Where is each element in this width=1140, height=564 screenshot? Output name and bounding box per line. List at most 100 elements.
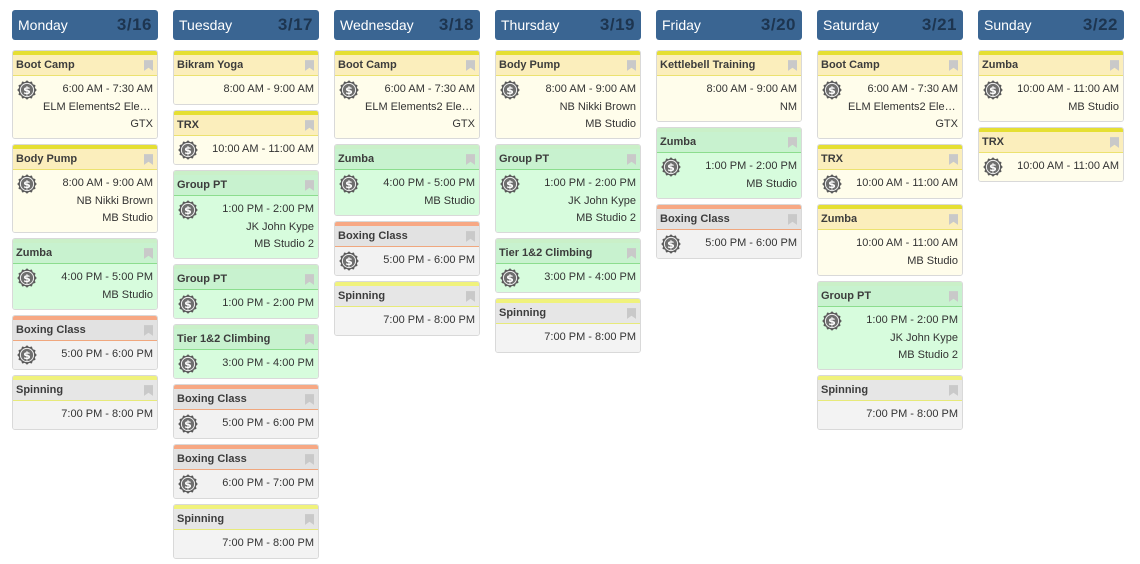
class-card[interactable]: Zumba $1:00 PM - 2:00 PM MB Studio xyxy=(656,127,802,199)
bookmark-icon[interactable] xyxy=(144,324,153,336)
bookmark-icon[interactable] xyxy=(1110,59,1119,71)
class-title: Boxing Class xyxy=(660,213,730,225)
class-time: 6:00 AM - 7:30 AM xyxy=(384,83,476,95)
class-card[interactable]: Kettlebell Training 8:00 AM - 9:00 AM NM xyxy=(656,50,802,122)
bookmark-icon[interactable] xyxy=(144,247,153,259)
class-title: Boot Camp xyxy=(821,59,880,71)
bookmark-icon[interactable] xyxy=(949,153,958,165)
svg-text:$: $ xyxy=(667,161,675,174)
svg-text:$: $ xyxy=(23,84,31,97)
bookmark-icon[interactable] xyxy=(305,453,314,465)
bookmark-icon[interactable] xyxy=(144,59,153,71)
class-card[interactable]: Zumba $10:00 AM - 11:00 AM MB Studio xyxy=(978,50,1124,122)
class-card[interactable]: TRX $10:00 AM - 11:00 AM xyxy=(978,127,1124,182)
svg-text:$: $ xyxy=(989,161,997,174)
day-header-wednesday[interactable]: Wednesday 3/18 xyxy=(334,10,480,40)
day-column-sunday: Sunday 3/22 Zumba $10:00 AM - 11:00 AM MB … xyxy=(978,10,1124,187)
bookmark-icon[interactable] xyxy=(949,59,958,71)
bookmark-icon[interactable] xyxy=(305,179,314,191)
bookmark-icon[interactable] xyxy=(627,307,636,319)
class-card[interactable]: Body Pump $8:00 AM - 9:00 AM NB Nikki Brow… xyxy=(495,50,641,139)
class-card[interactable]: Zumba $4:00 PM - 5:00 PM MB Studio xyxy=(334,144,480,216)
bookmark-icon[interactable] xyxy=(305,59,314,71)
bookmark-icon[interactable] xyxy=(949,290,958,302)
bookmark-icon[interactable] xyxy=(305,513,314,525)
day-header-saturday[interactable]: Saturday 3/21 xyxy=(817,10,963,40)
class-card[interactable]: Spinning 7:00 PM - 8:00 PM xyxy=(334,281,480,336)
class-details: $8:00 AM - 9:00 AM NB Nikki Brown MB Studi… xyxy=(13,170,157,232)
bookmark-icon[interactable] xyxy=(627,153,636,165)
class-title: Kettlebell Training xyxy=(660,59,756,71)
bookmark-icon[interactable] xyxy=(949,384,958,396)
bookmark-icon[interactable] xyxy=(627,247,636,259)
class-title: Group PT xyxy=(499,153,550,165)
class-card[interactable]: Spinning 7:00 PM - 8:00 PM xyxy=(12,375,158,430)
class-card[interactable]: Boot Camp $6:00 AM - 7:30 AM ELM Elements2… xyxy=(817,50,963,139)
bookmark-icon[interactable] xyxy=(305,119,314,131)
class-details: $6:00 AM - 7:30 AM ELM Elements2 Elemen… G… xyxy=(818,76,962,138)
bookmark-icon[interactable] xyxy=(305,393,314,405)
class-card[interactable]: Boxing Class $5:00 PM - 6:00 PM xyxy=(173,384,319,439)
card-accent-bar xyxy=(174,325,318,329)
class-title-bar: Boot Camp xyxy=(818,55,962,76)
bookmark-icon[interactable] xyxy=(305,273,314,285)
card-accent-bar xyxy=(496,51,640,55)
class-card[interactable]: Group PT $1:00 PM - 2:00 PM xyxy=(173,264,319,319)
bookmark-icon[interactable] xyxy=(788,213,797,225)
day-name: Wednesday xyxy=(340,17,414,33)
day-header-friday[interactable]: Friday 3/20 xyxy=(656,10,802,40)
class-card[interactable]: Spinning 7:00 PM - 8:00 PM xyxy=(173,504,319,559)
class-card[interactable]: Body Pump $8:00 AM - 9:00 AM NB Nikki Brow… xyxy=(12,144,158,233)
day-header-thursday[interactable]: Thursday 3/19 xyxy=(495,10,641,40)
class-card[interactable]: Tier 1&2 Climbing $3:00 PM - 4:00 PM xyxy=(495,238,641,293)
bookmark-icon[interactable] xyxy=(466,153,475,165)
bookmark-icon[interactable] xyxy=(144,384,153,396)
class-card[interactable]: Boxing Class $5:00 PM - 6:00 PM xyxy=(656,204,802,259)
bookmark-icon[interactable] xyxy=(466,290,475,302)
class-card[interactable]: Group PT $1:00 PM - 2:00 PM JK John Kype MB… xyxy=(173,170,319,259)
bookmark-icon[interactable] xyxy=(144,153,153,165)
class-card[interactable]: Boot Camp $6:00 AM - 7:30 AM ELM Elements2… xyxy=(12,50,158,139)
svg-text:$: $ xyxy=(506,178,514,191)
class-title: Spinning xyxy=(821,384,869,396)
class-card[interactable]: Tier 1&2 Climbing $3:00 PM - 4:00 PM xyxy=(173,324,319,379)
class-title: Tier 1&2 Climbing xyxy=(499,247,593,259)
class-title-bar: Boxing Class xyxy=(657,209,801,230)
class-card[interactable]: TRX $10:00 AM - 11:00 AM xyxy=(817,144,963,199)
class-card[interactable]: Spinning 7:00 PM - 8:00 PM xyxy=(817,375,963,430)
day-header-tuesday[interactable]: Tuesday 3/17 xyxy=(173,10,319,40)
class-card[interactable]: Boxing Class $5:00 PM - 6:00 PM xyxy=(12,315,158,370)
svg-text:$: $ xyxy=(506,84,514,97)
bookmark-icon[interactable] xyxy=(305,333,314,345)
bookmark-icon[interactable] xyxy=(788,59,797,71)
day-header-monday[interactable]: Monday 3/16 xyxy=(12,10,158,40)
day-column-saturday: Saturday 3/21 Boot Camp $6:00 AM - 7:30 A… xyxy=(817,10,963,435)
class-card[interactable]: Boxing Class $5:00 PM - 6:00 PM xyxy=(334,221,480,276)
class-title: TRX xyxy=(821,153,843,165)
class-time: 6:00 AM - 7:30 AM xyxy=(867,83,959,95)
class-title: Zumba xyxy=(821,213,858,225)
card-accent-bar xyxy=(13,376,157,380)
bookmark-icon[interactable] xyxy=(466,230,475,242)
class-time: 10:00 AM - 11:00 AM xyxy=(1017,83,1119,95)
dollar-badge-icon: $ xyxy=(500,174,520,194)
bookmark-icon[interactable] xyxy=(788,136,797,148)
bookmark-icon[interactable] xyxy=(949,213,958,225)
bookmark-icon[interactable] xyxy=(1110,136,1119,148)
class-card[interactable]: Group PT $1:00 PM - 2:00 PM JK John Kype MB… xyxy=(495,144,641,233)
bookmark-icon[interactable] xyxy=(466,59,475,71)
day-header-sunday[interactable]: Sunday 3/22 xyxy=(978,10,1124,40)
class-card[interactable]: Bikram Yoga 8:00 AM - 9:00 AM xyxy=(173,50,319,105)
class-card[interactable]: Zumba $4:00 PM - 5:00 PM MB Studio xyxy=(12,238,158,310)
class-details: 7:00 PM - 8:00 PM xyxy=(818,401,962,429)
class-title: TRX xyxy=(177,119,199,131)
class-card[interactable]: Group PT $1:00 PM - 2:00 PM JK John Kype MB… xyxy=(817,281,963,370)
class-card[interactable]: Zumba 10:00 AM - 11:00 AM MB Studio xyxy=(817,204,963,276)
class-card[interactable]: Boxing Class $6:00 PM - 7:00 PM xyxy=(173,444,319,499)
class-details: $10:00 AM - 11:00 AM xyxy=(174,136,318,164)
class-details: $1:00 PM - 2:00 PM JK John Kype MB Studio … xyxy=(496,170,640,232)
class-card[interactable]: Boot Camp $6:00 AM - 7:30 AM ELM Elements2… xyxy=(334,50,480,139)
class-card[interactable]: TRX $10:00 AM - 11:00 AM xyxy=(173,110,319,165)
bookmark-icon[interactable] xyxy=(627,59,636,71)
class-card[interactable]: Spinning 7:00 PM - 8:00 PM xyxy=(495,298,641,353)
